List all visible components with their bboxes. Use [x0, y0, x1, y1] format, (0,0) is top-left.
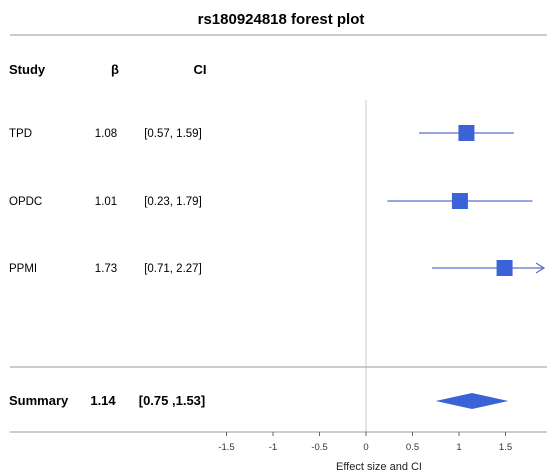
- x-tick-label: -1: [269, 442, 277, 453]
- x-tick-label: -1.5: [218, 442, 234, 453]
- study-rows: TPD 1.08 [0.57, 1.59] OPDC 1.01 [0.23, 1.79] P…: [9, 125, 546, 276]
- study-ci: [0.57, 1.59]: [144, 128, 202, 140]
- study-row: OPDC 1.01 [0.23, 1.79]: [9, 193, 533, 209]
- column-header-ci: CI: [194, 62, 207, 77]
- x-tick-label: -0.5: [311, 442, 327, 453]
- column-header-beta: β: [111, 62, 119, 77]
- study-row: TPD 1.08 [0.57, 1.59]: [9, 125, 514, 141]
- ci-clip-arrow: [535, 262, 546, 274]
- study-row: PPMI 1.73 [0.71, 2.27]: [9, 260, 546, 276]
- x-tick-label: 0: [363, 442, 368, 453]
- study-beta: 1.01: [95, 196, 117, 208]
- x-axis: -1.5 -1 -0.5 0 0.5 1 1.5: [218, 432, 512, 453]
- study-beta: 1.08: [95, 128, 117, 140]
- summary-ci: [0.75 ,1.53]: [139, 393, 206, 408]
- x-axis-label: Effect size and CI: [336, 461, 422, 473]
- study-name: PPMI: [9, 263, 37, 275]
- estimate-marker: [451, 193, 468, 209]
- study-beta: 1.73: [95, 263, 117, 275]
- chart-title: rs180924818 forest plot: [198, 11, 365, 28]
- estimate-marker: [458, 125, 475, 141]
- study-name: OPDC: [9, 196, 42, 208]
- x-tick-label: 0.5: [406, 442, 419, 453]
- study-ci: [0.23, 1.79]: [144, 196, 202, 208]
- estimate-marker: [496, 260, 513, 276]
- x-tick-label: 1: [456, 442, 461, 453]
- x-tick-label: 1.5: [499, 442, 512, 453]
- study-name: TPD: [9, 128, 32, 140]
- column-header-study: Study: [9, 62, 46, 77]
- summary-beta: 1.14: [90, 393, 116, 408]
- study-ci: [0.71, 2.27]: [144, 263, 202, 275]
- summary-diamond: [435, 393, 509, 409]
- summary-label: Summary: [9, 393, 69, 408]
